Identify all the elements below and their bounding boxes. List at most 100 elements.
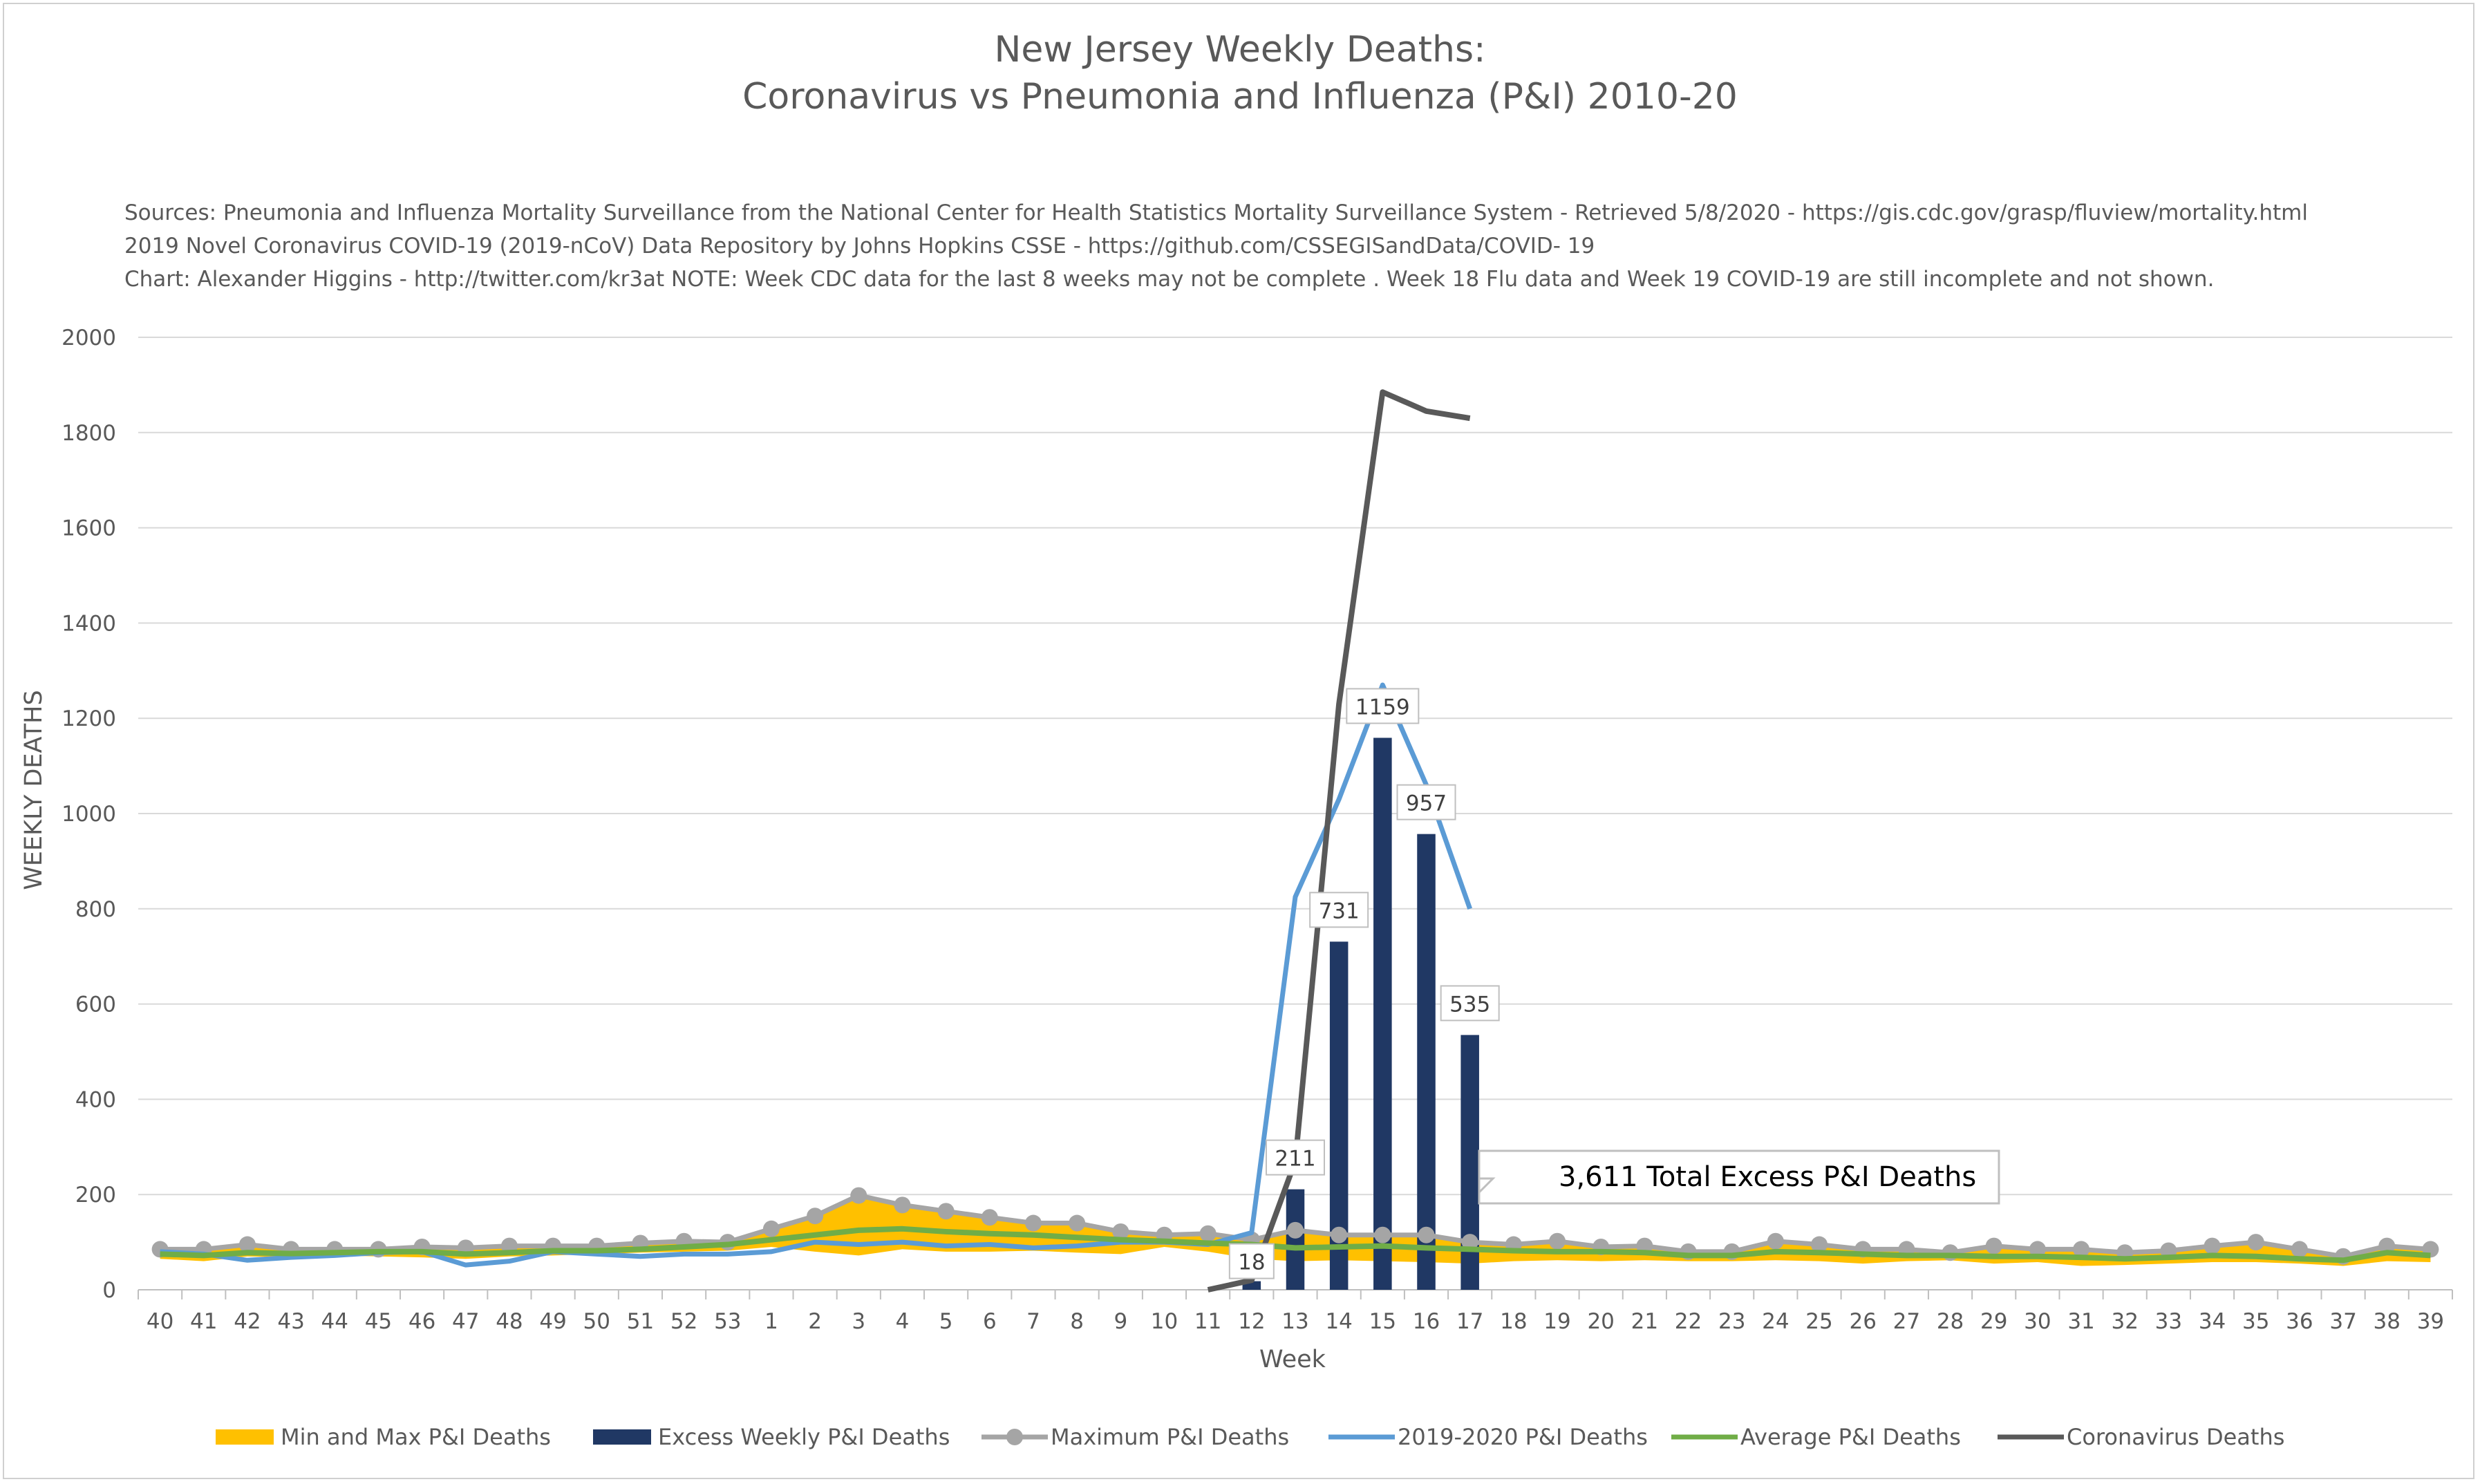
data-label-week-16: 957 (1406, 791, 1447, 816)
maximum-marker (1418, 1226, 1435, 1243)
maximum-marker (762, 1220, 780, 1237)
maximum-marker (1549, 1232, 1566, 1250)
maximum-marker (1985, 1237, 2002, 1255)
y-tick-label: 1600 (62, 516, 116, 541)
maximum-marker (238, 1236, 256, 1253)
y-axis-title: WEEKLY DEATHS (20, 690, 48, 890)
x-tick-label: 39 (2417, 1309, 2444, 1334)
maximum-marker (1767, 1232, 1784, 1250)
data-label-box (1346, 688, 1420, 724)
gridlines (138, 337, 2452, 1290)
x-tick-label: 30 (2024, 1309, 2051, 1334)
x-tick-label: 44 (321, 1309, 348, 1334)
source-line-2: 2019 Novel Coronavirus COVID-19 (2019-nC… (124, 234, 1595, 259)
x-tick-label: 37 (2329, 1309, 2356, 1334)
maximum-marker (894, 1196, 911, 1214)
x-tick-label: 45 (365, 1309, 392, 1334)
x-tick-label: 27 (1893, 1309, 1920, 1334)
data-label-week-17: 535 (1449, 992, 1490, 1017)
x-tick-label: 49 (539, 1309, 566, 1334)
maximum-marker (1942, 1244, 1959, 1261)
maximum-marker (1069, 1214, 1086, 1232)
data-label-box (1266, 1139, 1325, 1176)
x-tick-label: 14 (1325, 1309, 1352, 1334)
chart-title-line-1: New Jersey Weekly Deaths: (994, 29, 1486, 71)
x-tick-label: 36 (2286, 1309, 2313, 1334)
y-tick-label: 1200 (62, 706, 116, 731)
x-tick-label: 11 (1194, 1309, 1221, 1334)
x-tick-label: 34 (2199, 1309, 2226, 1334)
x-tick-label: 10 (1151, 1309, 1178, 1334)
x-tick-label: 18 (1500, 1309, 1527, 1334)
x-tick-label: 12 (1238, 1309, 1265, 1334)
legend-swatch (593, 1429, 651, 1445)
current-season-line (160, 682, 1472, 1268)
y-tick-label: 800 (75, 897, 116, 922)
x-tick-label: 15 (1369, 1309, 1396, 1334)
x-tick-label: 53 (714, 1309, 741, 1334)
maximum-marker (937, 1203, 955, 1220)
legend-label: Coronavirus Deaths (2067, 1424, 2284, 1450)
x-tick-label: 7 (1026, 1309, 1040, 1334)
x-tick-label: 20 (1587, 1309, 1614, 1334)
series-lines (151, 389, 2439, 1293)
x-tick-label: 41 (190, 1309, 217, 1334)
y-tick-label: 2000 (62, 326, 116, 350)
maximum-marker (1461, 1234, 1478, 1251)
x-tick-label: 22 (1675, 1309, 1702, 1334)
x-tick-label: 21 (1631, 1309, 1658, 1334)
maximum-marker (2073, 1241, 2090, 1258)
maximum-marker (1112, 1223, 1129, 1240)
data-label-box (1309, 892, 1369, 928)
maximum-marker (850, 1187, 867, 1204)
x-tick-label: 52 (670, 1309, 697, 1334)
legend-label: Min and Max P&I Deaths (281, 1424, 551, 1450)
maximum-marker (2378, 1237, 2396, 1255)
data-label-week-12: 18 (1238, 1250, 1265, 1275)
source-line-1: Sources: Pneumonia and Influenza Mortali… (124, 200, 2308, 225)
legend-swatch (216, 1429, 274, 1445)
x-tick-label: 31 (2067, 1309, 2094, 1334)
legend-label: Average P&I Deaths (1740, 1424, 1961, 1450)
y-tick-label: 200 (75, 1183, 116, 1208)
x-tick-label: 19 (1543, 1309, 1570, 1334)
excess-bar-week-16 (1417, 834, 1436, 1290)
x-tick-label: 51 (627, 1309, 654, 1334)
x-tick-label: 35 (2242, 1309, 2269, 1334)
data-label-box (1440, 985, 1500, 1022)
x-tick-label: 42 (234, 1309, 261, 1334)
y-tick-label: 1400 (62, 611, 116, 636)
y-tick-label: 1800 (62, 421, 116, 446)
legend-label: Maximum P&I Deaths (1051, 1424, 1289, 1450)
maximum-marker (1811, 1236, 1828, 1253)
x-tick-label: 47 (452, 1309, 479, 1334)
x-tick-label: 9 (1114, 1309, 1127, 1334)
x-tick-label: 32 (2111, 1309, 2138, 1334)
legend: Min and Max P&I Deaths Excess Weekly P&I … (216, 1424, 2284, 1450)
x-tick-label: 29 (1980, 1309, 2007, 1334)
x-tick-label: 25 (1805, 1309, 1832, 1334)
maximum-marker (2204, 1237, 2221, 1255)
maximum-marker (1024, 1214, 1042, 1232)
chart-title-line-2: Coronavirus vs Pneumonia and Influenza (… (742, 76, 1738, 118)
x-tick-label: 1 (764, 1309, 778, 1334)
x-tick-label: 46 (408, 1309, 435, 1334)
average-line (160, 1225, 2431, 1264)
data-label-box (1228, 1243, 1275, 1279)
excess-bar-week-13 (1286, 1189, 1305, 1290)
coronavirus-line (1207, 389, 1471, 1293)
x-tick-label: 43 (277, 1309, 304, 1334)
maximum-marker (1199, 1225, 1216, 1242)
x-tick-label: 48 (496, 1309, 523, 1334)
x-tick-label: 16 (1413, 1309, 1440, 1334)
x-tick-label: 38 (2374, 1309, 2401, 1334)
data-label-week-15: 1159 (1355, 695, 1410, 720)
excess-bar-week-15 (1373, 738, 1392, 1290)
y-tick-label: 600 (75, 993, 116, 1017)
maximum-marker (1374, 1226, 1391, 1243)
x-tick-label: 50 (583, 1309, 610, 1334)
x-tick-label: 4 (896, 1309, 910, 1334)
data-label-week-14: 731 (1319, 899, 1360, 923)
